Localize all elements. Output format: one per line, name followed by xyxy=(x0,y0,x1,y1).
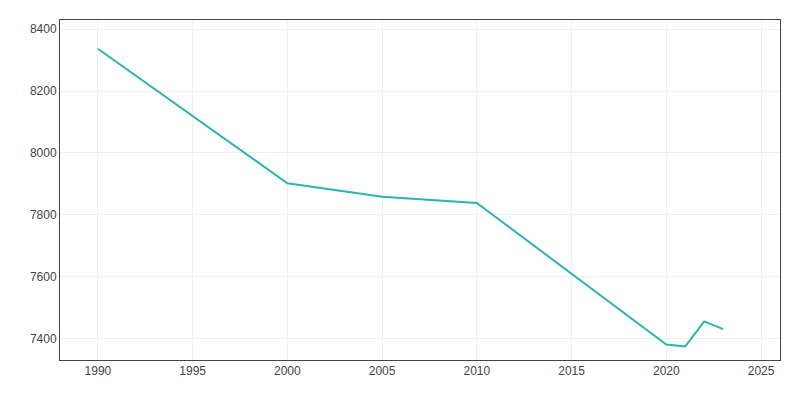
svg-text:8200: 8200 xyxy=(30,84,57,98)
svg-text:8400: 8400 xyxy=(30,22,57,36)
svg-text:2015: 2015 xyxy=(558,364,585,378)
svg-text:8000: 8000 xyxy=(30,146,57,160)
svg-text:2005: 2005 xyxy=(369,364,396,378)
svg-text:7800: 7800 xyxy=(30,208,57,222)
svg-text:2025: 2025 xyxy=(748,364,775,378)
svg-text:2020: 2020 xyxy=(653,364,680,378)
svg-text:7600: 7600 xyxy=(30,270,57,284)
svg-text:2010: 2010 xyxy=(463,364,490,378)
svg-text:7400: 7400 xyxy=(30,332,57,346)
svg-text:1995: 1995 xyxy=(179,364,206,378)
svg-text:1990: 1990 xyxy=(85,364,112,378)
svg-text:2000: 2000 xyxy=(274,364,301,378)
